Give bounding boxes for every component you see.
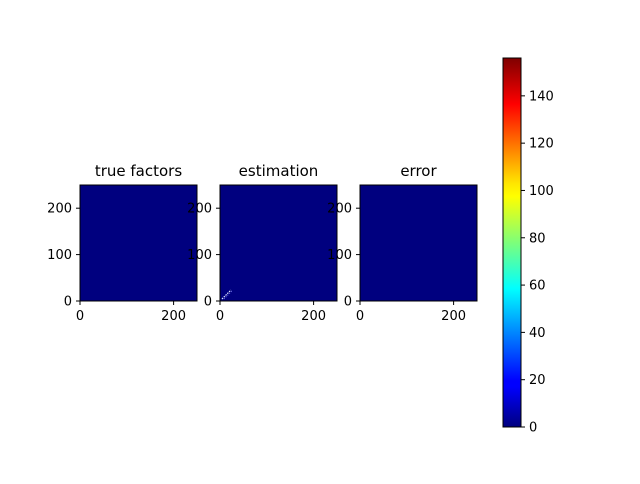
y-tick-label: 200 xyxy=(47,202,72,217)
panel-error: error 0 100 200 0 200 xyxy=(327,162,478,324)
colorbar-ticks: 0 20 40 60 80 100 120 140 xyxy=(521,89,554,436)
heatmap-image xyxy=(219,184,338,302)
y-axis: 0 100 200 xyxy=(327,202,360,310)
highlight-cell xyxy=(221,289,232,300)
colorbar-tick-label: 100 xyxy=(529,184,554,199)
colorbar-tick-label: 60 xyxy=(529,279,546,294)
y-axis: 0 100 200 xyxy=(47,202,80,310)
y-axis: 0 100 200 xyxy=(187,202,220,310)
panel-title: estimation xyxy=(239,162,319,180)
x-tick-label: 0 xyxy=(216,309,224,324)
x-tick-label: 0 xyxy=(76,309,84,324)
panel-estimation: estimation 0 100 200 0 200 xyxy=(187,162,338,324)
highlight-cell xyxy=(223,290,233,300)
colorbar-tick-label: 0 xyxy=(529,421,537,436)
x-axis: 0 200 xyxy=(356,301,466,324)
y-tick-label: 200 xyxy=(187,202,212,217)
y-tick-label: 0 xyxy=(64,295,72,310)
x-tick-label: 200 xyxy=(161,309,186,324)
heatmap-image xyxy=(79,184,198,302)
y-tick-label: 0 xyxy=(344,295,352,310)
colorbar-tick-label: 140 xyxy=(529,89,554,104)
x-tick-label: 0 xyxy=(356,309,364,324)
x-axis: 0 200 xyxy=(216,301,326,324)
y-tick-label: 100 xyxy=(47,248,72,263)
panel-true-factors: true factors 0 100 200 0 200 xyxy=(47,162,198,324)
y-tick-label: 0 xyxy=(204,295,212,310)
heatmap-image xyxy=(359,184,478,302)
colorbar-gradient xyxy=(502,57,522,428)
panel-title: true factors xyxy=(95,162,182,180)
colorbar-tick-label: 80 xyxy=(529,231,546,246)
diagonal-highlights xyxy=(221,289,233,300)
x-tick-label: 200 xyxy=(301,309,326,324)
panel-title: error xyxy=(400,162,437,180)
y-tick-label: 200 xyxy=(327,202,352,217)
x-axis: 0 200 xyxy=(76,301,186,324)
colorbar: 0 20 40 60 80 100 120 140 xyxy=(502,57,554,436)
y-tick-label: 100 xyxy=(187,248,212,263)
colorbar-tick-label: 120 xyxy=(529,137,554,152)
colorbar-tick-label: 40 xyxy=(529,326,546,341)
y-tick-label: 100 xyxy=(327,248,352,263)
colorbar-tick-label: 20 xyxy=(529,373,546,388)
x-tick-label: 200 xyxy=(441,309,466,324)
